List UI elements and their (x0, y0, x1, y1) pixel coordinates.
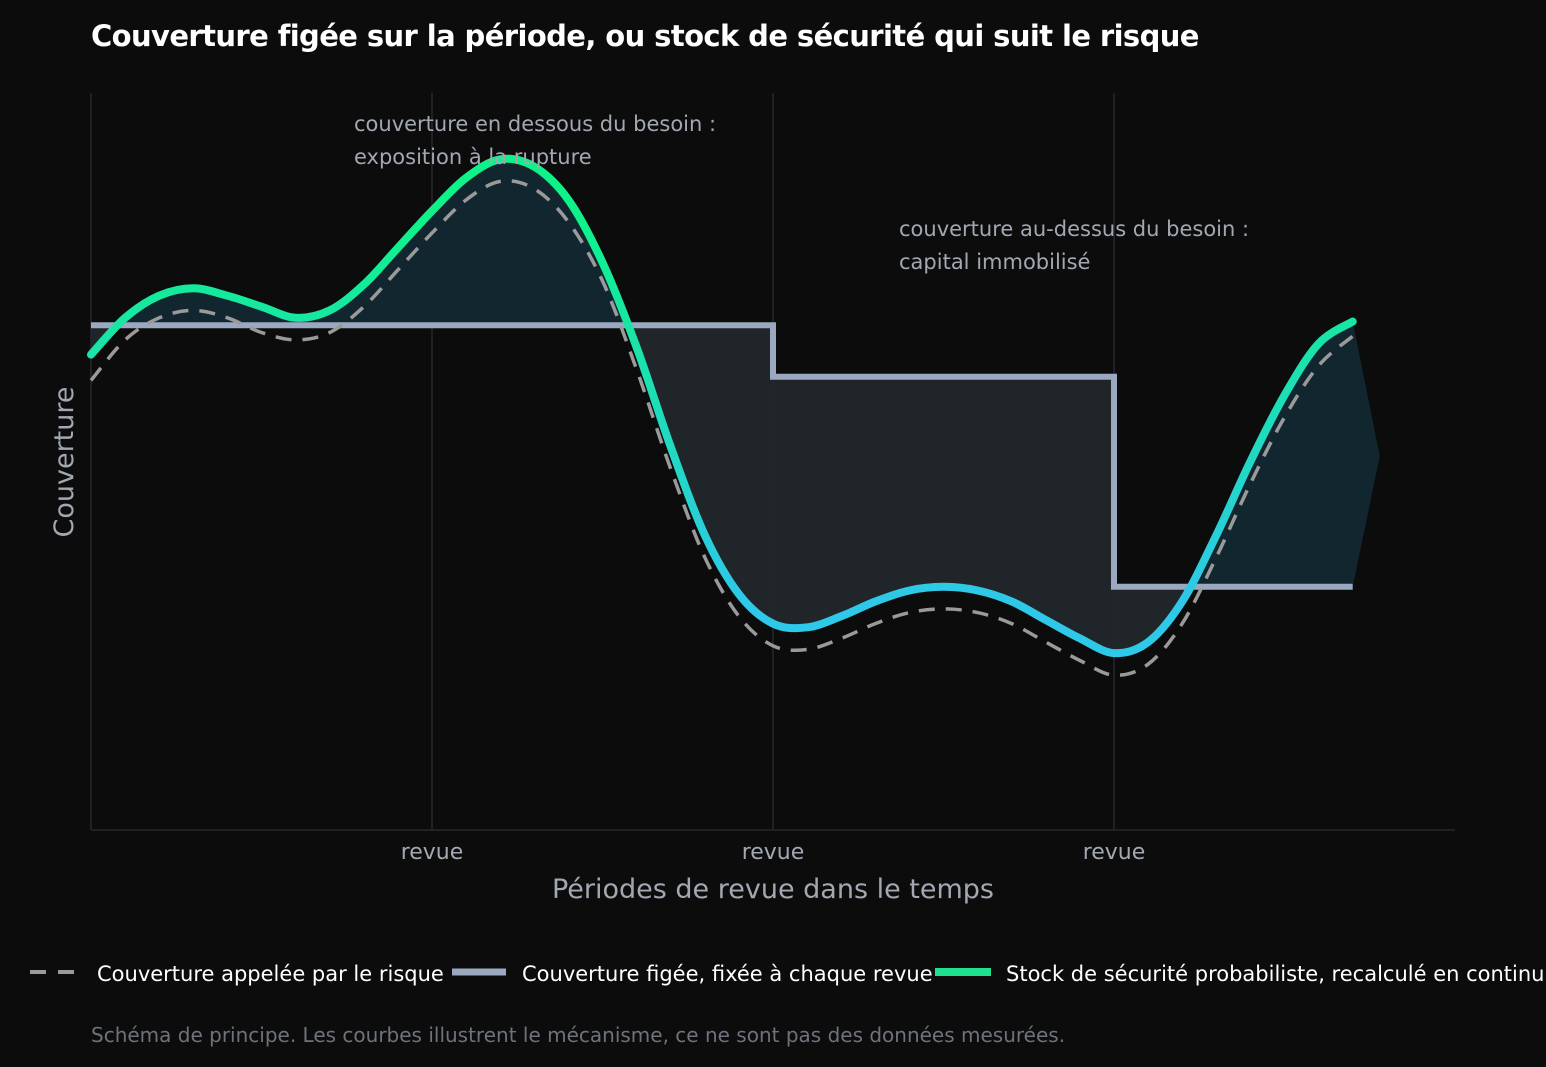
series-risk-coverage-line (89, 179, 1354, 678)
legend: Couverture appelée par le risque Couvert… (30, 962, 1544, 986)
series-fixed-coverage-line (91, 322, 1353, 590)
x-tick-label-1: revue (401, 840, 464, 865)
x-tick-label-2: revue (742, 840, 805, 865)
chart-title: Couverture figée sur la période, ou stoc… (91, 19, 1199, 53)
series-safety-stock-line (87, 154, 1357, 658)
annotation-below-line-2: exposition à la rupture (354, 145, 592, 169)
legend-label-fixed: Couverture figée, fixée à chaque revue (522, 962, 933, 986)
x-tick-label-3: revue (1083, 840, 1146, 865)
x-axis-label: Périodes de revue dans le temps (552, 874, 994, 905)
legend-label-safety: Stock de sécurité probabiliste, recalcul… (1006, 962, 1544, 986)
series-lines (87, 154, 1357, 678)
footnote: Schéma de principe. Les courbes illustre… (91, 1023, 1065, 1047)
x-tick-labels: revue revue revue (401, 840, 1146, 865)
legend-label-risk: Couverture appelée par le risque (97, 962, 444, 986)
annotation-above-line-1: couverture au-dessus du besoin : (899, 217, 1249, 241)
y-axis-label: Couverture (49, 387, 80, 538)
annotation-below-line-1: couverture en dessous du besoin : (354, 112, 716, 136)
annotation-above-line-2: capital immobilisé (899, 250, 1090, 274)
